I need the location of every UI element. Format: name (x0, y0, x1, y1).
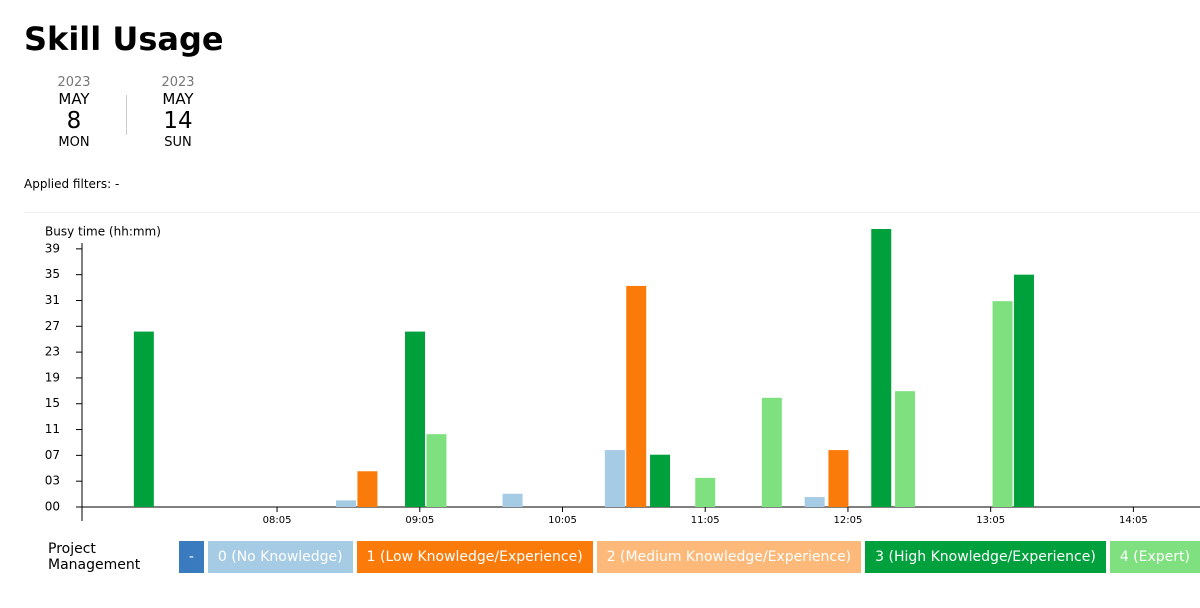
y-tick-label: 19 (45, 370, 60, 384)
bar (1013, 274, 1034, 507)
bar (626, 285, 647, 507)
bar (992, 301, 1013, 507)
day: 14 (163, 108, 193, 135)
end-date: 2023 MAY 14 SUN (138, 75, 218, 151)
weekday: MON (58, 134, 90, 150)
y-tick-label: 00 (45, 500, 60, 514)
y-tick-label: 35 (45, 267, 60, 281)
month: MAY (58, 89, 90, 108)
divider (126, 95, 127, 135)
bar (426, 434, 447, 507)
y-tick-label: 27 (45, 319, 60, 333)
x-tick-label: 11:05 (691, 515, 720, 526)
y-tick-label: 03 (45, 474, 60, 488)
bar (828, 450, 849, 507)
bar (695, 477, 716, 507)
year: 2023 (161, 75, 195, 90)
y-tick-label: 39 (45, 241, 60, 255)
day: 8 (66, 108, 82, 135)
bar (895, 391, 916, 507)
y-axis-label: Busy time (hh:mm) (45, 225, 161, 239)
bar (357, 471, 378, 507)
applied-filters: Applied filters: - (24, 177, 120, 191)
legend-title: Project Management (48, 541, 141, 573)
bar (650, 454, 671, 507)
x-tick-label: 14:05 (1119, 515, 1148, 526)
x-tick-label: 08:05 (263, 515, 292, 526)
year: 2023 (57, 75, 91, 90)
y-tick-label: 11 (45, 422, 60, 436)
y-tick-label: 15 (45, 396, 60, 410)
bar (336, 500, 357, 507)
bar (604, 450, 625, 507)
page-title: Skill Usage (24, 20, 224, 58)
x-tick-label: 09:05 (405, 515, 434, 526)
x-tick-label: 10:05 (548, 515, 577, 526)
bar (502, 493, 523, 507)
bar (761, 397, 782, 507)
bar (405, 331, 426, 507)
weekday: SUN (164, 134, 192, 150)
y-tick-label: 31 (45, 293, 60, 307)
legend-item[interactable]: 3 (High Knowledge/Experience) (865, 541, 1106, 573)
legend-item[interactable]: 4 (Expert) (1109, 541, 1200, 573)
y-tick-label: 23 (45, 345, 60, 359)
start-date: 2023 MAY 8 MON (34, 75, 114, 151)
y-tick-label: 07 (45, 448, 60, 462)
bar (871, 229, 892, 507)
legend: Project Management -0 (No Knowledge) 1 (L… (48, 541, 1200, 573)
legend-item[interactable]: 2 (Medium Knowledge/Experience) (596, 541, 862, 573)
bar (133, 331, 154, 507)
x-tick-label: 13:05 (976, 515, 1005, 526)
chart: Busy time (hh:mm) 00 03 07 11 15 19 23 27 31 35 39… (45, 225, 1200, 526)
month: MAY (162, 89, 194, 108)
separator (24, 212, 1200, 213)
x-tick-label: 12:05 (834, 515, 863, 526)
legend-item[interactable]: - (178, 541, 204, 573)
bar (804, 497, 825, 507)
legend-item[interactable]: 1 (Low Knowledge/Experience) (356, 541, 593, 573)
legend-item[interactable]: 0 (No Knowledge) (207, 541, 353, 573)
